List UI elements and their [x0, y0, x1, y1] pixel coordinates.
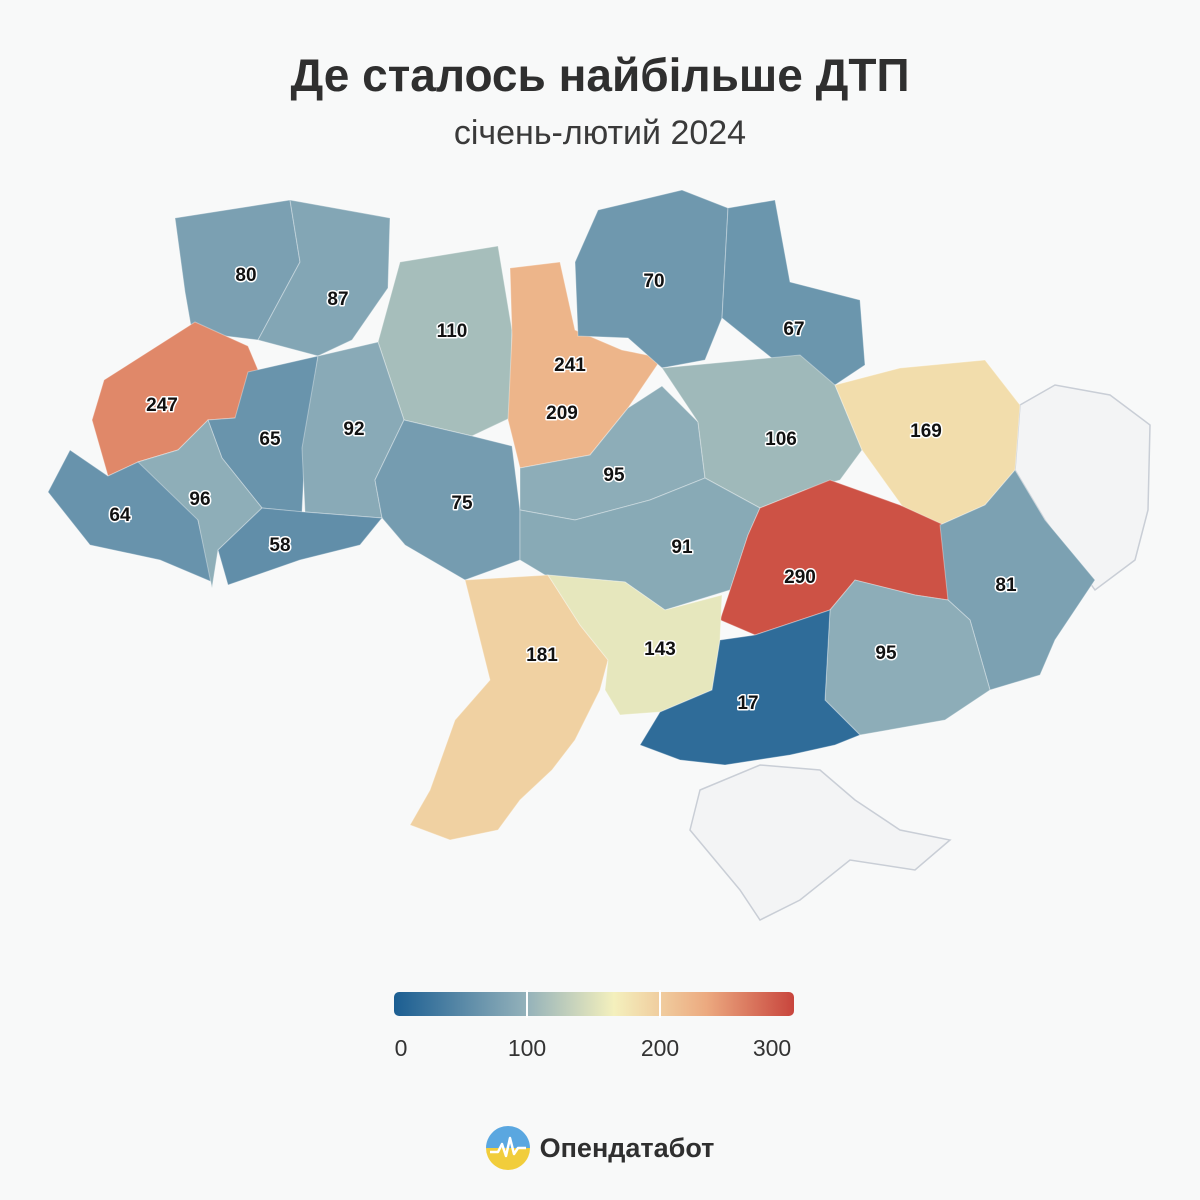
- color-legend: 0 100 200 300: [394, 990, 794, 1061]
- region-shape: [374, 419, 521, 581]
- region-value-label: 64: [109, 505, 131, 526]
- region-value-label: 91: [671, 537, 693, 558]
- region-value-label: 67: [783, 319, 804, 340]
- region-shape: [409, 574, 609, 841]
- region-shape: [574, 189, 729, 369]
- page-title: Де сталось найбільше ДТП: [290, 49, 910, 101]
- region-value-label: 96: [189, 489, 210, 510]
- region-shape: [639, 609, 861, 766]
- region-shape: [257, 199, 391, 357]
- region-value-label: 290: [784, 567, 816, 588]
- region-value-label: 81: [995, 575, 1017, 596]
- region-value-label: 110: [437, 321, 468, 342]
- region-shape: [217, 507, 383, 586]
- legend-color-bar: [394, 992, 794, 1016]
- region-shape: [721, 199, 866, 386]
- region-value-label: 247: [146, 395, 178, 416]
- region-value-label: 106: [765, 429, 797, 450]
- opendatabot-logo-icon: [485, 1126, 530, 1170]
- region-value-label: 87: [327, 289, 348, 310]
- brand-name: Опендатабот: [539, 1132, 715, 1163]
- region-shape: [939, 469, 1096, 691]
- region-value-label: 70: [643, 271, 664, 292]
- region-value-label: 92: [343, 419, 364, 440]
- legend-tick-0: 0: [395, 1035, 408, 1061]
- region-value-label: 181: [526, 645, 558, 666]
- legend-tick-200: 200: [641, 1035, 679, 1061]
- region-value-label: 241: [554, 355, 586, 376]
- page-subtitle: січень-лютий 2024: [453, 114, 747, 152]
- region-value-label: 58: [269, 535, 290, 556]
- legend-tick-300: 300: [753, 1035, 791, 1061]
- region-value-label: 95: [603, 465, 625, 486]
- region-shape: [377, 245, 513, 437]
- region-value-label: 169: [910, 421, 942, 442]
- region-value-label: 17: [737, 693, 758, 714]
- region-value-label: 95: [875, 643, 897, 664]
- region-value-label: 75: [451, 493, 473, 514]
- region-no-data: [689, 764, 952, 921]
- region-value-label: 65: [259, 429, 281, 450]
- region-value-label: 80: [235, 265, 256, 286]
- region-value-label: 143: [644, 639, 676, 660]
- brand-footer: Опендатабот: [0, 1126, 1200, 1170]
- region-value-label: 209: [546, 403, 578, 424]
- legend-tick-100: 100: [508, 1035, 546, 1061]
